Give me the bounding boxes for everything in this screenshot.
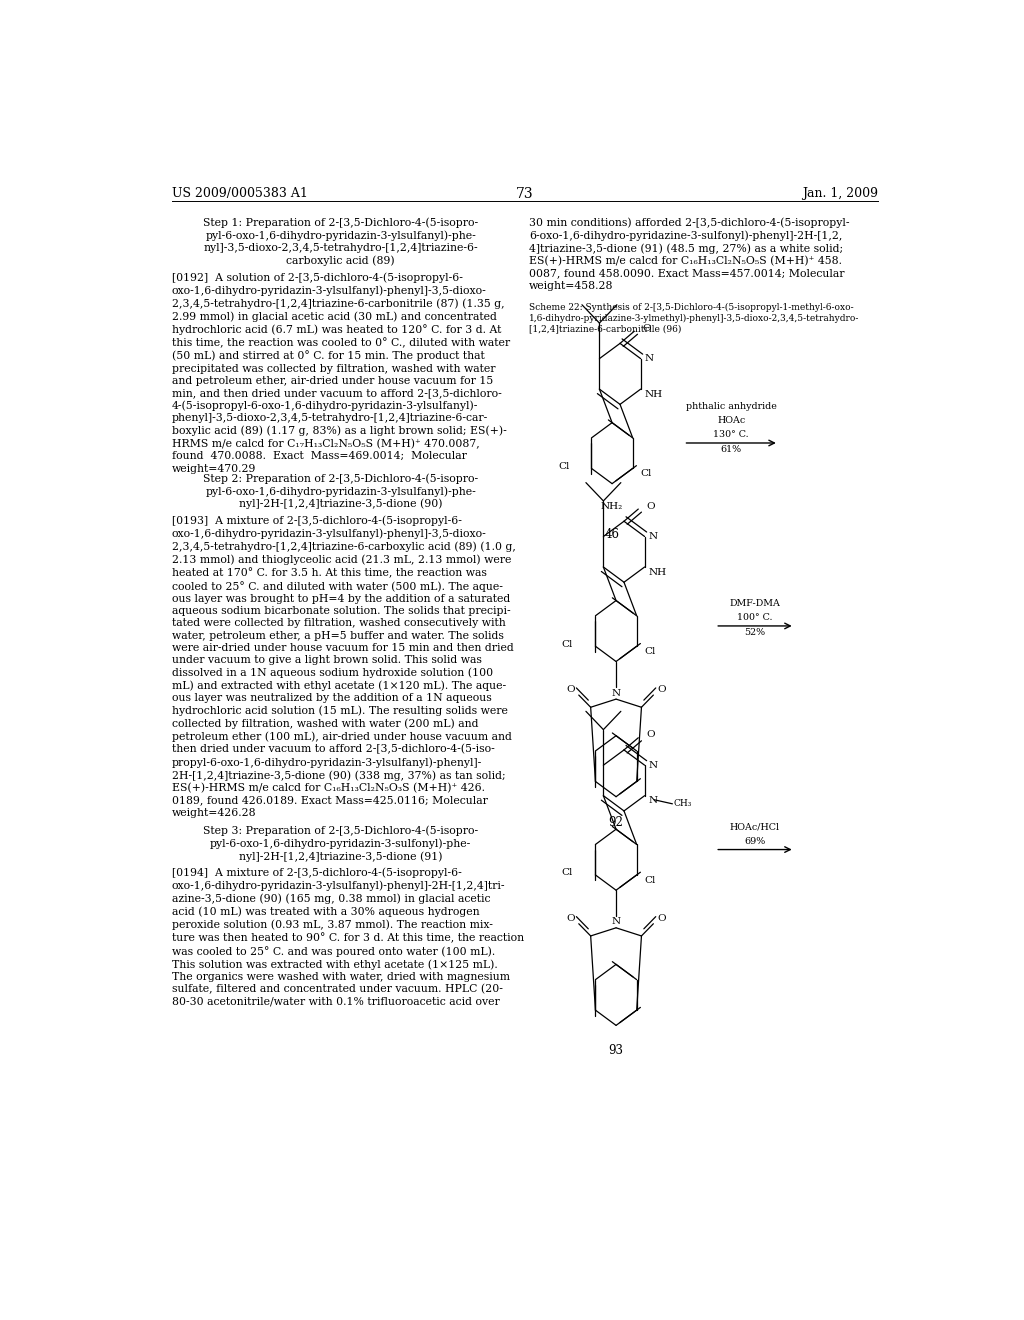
Text: Cl: Cl — [558, 462, 569, 471]
Text: nyl]-2H-[1,2,4]triazine-3,5-dione (91): nyl]-2H-[1,2,4]triazine-3,5-dione (91) — [239, 851, 442, 862]
Text: N: N — [648, 760, 657, 770]
Text: DMF-DMA: DMF-DMA — [729, 599, 780, 609]
Text: Scheme 22: Synthesis of 2-[3,5-Dichloro-4-(5-isopropyl-1-methyl-6-oxo-: Scheme 22: Synthesis of 2-[3,5-Dichloro-… — [528, 302, 853, 312]
Text: 61%: 61% — [721, 445, 741, 454]
Text: O: O — [646, 730, 654, 739]
Text: Step 1: Preparation of 2-[3,5-Dichloro-4-(5-isopro-: Step 1: Preparation of 2-[3,5-Dichloro-4… — [203, 218, 478, 228]
Text: N: N — [645, 354, 653, 363]
Text: HOAc: HOAc — [717, 416, 745, 425]
Text: 52%: 52% — [744, 627, 766, 636]
Text: O: O — [566, 915, 575, 923]
Text: 92: 92 — [608, 816, 624, 829]
Text: 130° C.: 130° C. — [714, 430, 749, 440]
Text: [0193]  A mixture of 2-[3,5-dichloro-4-(5-isopropyl-6-
oxo-1,6-dihydro-pyridazin: [0193] A mixture of 2-[3,5-dichloro-4-(5… — [172, 516, 515, 818]
Text: Cl: Cl — [562, 869, 573, 878]
Text: US 2009/0005383 A1: US 2009/0005383 A1 — [172, 187, 307, 199]
Text: N: N — [611, 689, 621, 697]
Text: O: O — [646, 502, 654, 511]
Text: O: O — [657, 685, 666, 694]
Text: N: N — [611, 917, 621, 927]
Text: Cl: Cl — [645, 875, 656, 884]
Text: [0192]  A solution of 2-[3,5-dichloro-4-(5-isopropyl-6-
oxo-1,6-dihydro-pyridazi: [0192] A solution of 2-[3,5-dichloro-4-(… — [172, 272, 510, 474]
Text: N: N — [648, 796, 657, 805]
Text: Cl: Cl — [641, 469, 652, 478]
Text: Step 3: Preparation of 2-[3,5-Dichloro-4-(5-isopro-: Step 3: Preparation of 2-[3,5-Dichloro-4… — [203, 826, 478, 837]
Text: 73: 73 — [516, 187, 534, 201]
Text: NH: NH — [645, 389, 663, 399]
Text: O: O — [657, 915, 666, 923]
Text: O: O — [566, 685, 575, 694]
Text: Jan. 1, 2009: Jan. 1, 2009 — [802, 187, 878, 199]
Text: O: O — [642, 323, 651, 333]
Text: NH₂: NH₂ — [601, 502, 624, 511]
Text: [0194]  A mixture of 2-[3,5-dichloro-4-(5-isopropyl-6-
oxo-1,6-dihydro-pyridazin: [0194] A mixture of 2-[3,5-dichloro-4-(5… — [172, 867, 523, 1007]
Text: 93: 93 — [608, 1044, 624, 1057]
Text: Cl: Cl — [562, 640, 573, 648]
Text: pyl-6-oxo-1,6-dihydro-pyridazin-3-sulfonyl)-phe-: pyl-6-oxo-1,6-dihydro-pyridazin-3-sulfon… — [210, 838, 471, 849]
Text: pyl-6-oxo-1,6-dihydro-pyridazin-3-ylsulfanyl)-phe-: pyl-6-oxo-1,6-dihydro-pyridazin-3-ylsulf… — [205, 230, 476, 240]
Text: Cl: Cl — [645, 647, 656, 656]
Text: nyl]-2H-[1,2,4]triazine-3,5-dione (90): nyl]-2H-[1,2,4]triazine-3,5-dione (90) — [239, 499, 442, 510]
Text: CH₃: CH₃ — [674, 800, 692, 808]
Text: [1,2,4]triazine-6-carbonitrile (96): [1,2,4]triazine-6-carbonitrile (96) — [528, 325, 681, 333]
Text: 100° C.: 100° C. — [737, 614, 773, 622]
Text: nyl]-3,5-dioxo-2,3,4,5-tetrahydro-[1,2,4]triazine-6-: nyl]-3,5-dioxo-2,3,4,5-tetrahydro-[1,2,4… — [204, 243, 478, 252]
Text: Step 2: Preparation of 2-[3,5-Dichloro-4-(5-isopro-: Step 2: Preparation of 2-[3,5-Dichloro-4… — [203, 474, 478, 484]
Text: pyl-6-oxo-1,6-dihydro-pyridazin-3-ylsulfanyl)-phe-: pyl-6-oxo-1,6-dihydro-pyridazin-3-ylsulf… — [205, 486, 476, 496]
Text: NH: NH — [648, 568, 667, 577]
Text: N: N — [648, 532, 657, 541]
Text: HOAc/HCl: HOAc/HCl — [730, 822, 780, 832]
Text: 30 min conditions) afforded 2-[3,5-dichloro-4-(5-isopropyl-
6-oxo-1,6-dihydro-py: 30 min conditions) afforded 2-[3,5-dichl… — [528, 218, 849, 290]
Text: 46: 46 — [604, 528, 620, 541]
Text: carboxylic acid (89): carboxylic acid (89) — [287, 256, 395, 267]
Text: 69%: 69% — [744, 837, 766, 846]
Text: phthalic anhydride: phthalic anhydride — [686, 401, 776, 411]
Text: 1,6-dihydro-pyridazine-3-ylmethyl)-phenyl]-3,5-dioxo-2,3,4,5-tetrahydro-: 1,6-dihydro-pyridazine-3-ylmethyl)-pheny… — [528, 313, 859, 322]
